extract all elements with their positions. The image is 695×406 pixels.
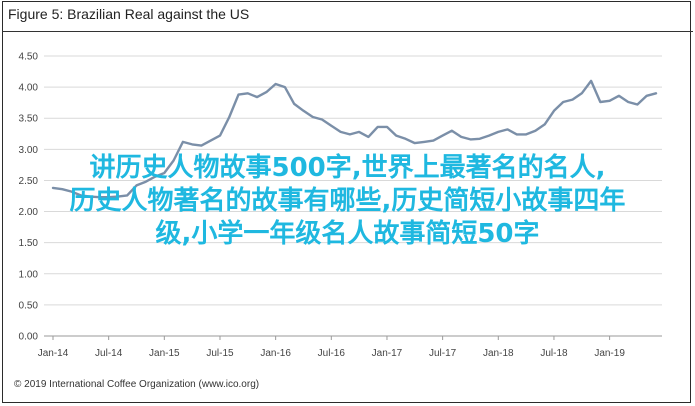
- x-tick-label: Jan-17: [372, 348, 403, 359]
- y-tick-label: 4.50: [19, 52, 39, 63]
- x-tick-label: Jul-15: [206, 348, 234, 359]
- title-divider: [2, 31, 693, 32]
- y-tick-label: 0.50: [19, 300, 39, 311]
- x-tick-label: Jan-15: [149, 348, 180, 359]
- x-tick-label: Jan-18: [483, 348, 514, 359]
- y-tick-label: 3.00: [19, 145, 39, 156]
- x-tick-label: Jul-16: [318, 348, 346, 359]
- y-axis-ticks: 0.00 0.50 1.00 1.50 2.00 2.50 3.00 3.50 4.00 4.50: [19, 52, 39, 343]
- y-tick-label: 4.00: [19, 83, 39, 94]
- source-note: © 2019 International Coffee Organization…: [14, 379, 260, 390]
- x-tick-label: Jan-16: [260, 348, 291, 359]
- series-line: [51, 79, 658, 199]
- y-tick-label: 2.50: [19, 176, 39, 187]
- y-tick-label: 1.00: [19, 269, 39, 280]
- x-tick-label: Jan-14: [38, 348, 69, 359]
- y-tick-label: 0.00: [19, 332, 39, 343]
- gridlines: [44, 55, 662, 337]
- y-tick-label: 3.50: [19, 114, 39, 125]
- series-layer: [51, 79, 658, 199]
- x-tick-label: Jul-17: [429, 348, 457, 359]
- x-tick-label: Jan-19: [594, 348, 625, 359]
- x-tick-label: Jul-18: [540, 348, 568, 359]
- figure-title: Figure 5: Brazilian Real against the US: [8, 6, 250, 22]
- x-tick-label: Jul-14: [95, 348, 123, 359]
- y-tick-label: 2.00: [19, 207, 39, 218]
- y-tick-label: 1.50: [19, 238, 39, 249]
- x-axis-ticks: Jan-14 Jul-14 Jan-15 Jul-15 Jan-16 Jul-16 Jan-…: [38, 336, 625, 359]
- overlay-caption: 讲历史人物故事500字,世界上最著名的名人, 历史人物著名的故事有哪些,历史简短…: [69, 153, 626, 249]
